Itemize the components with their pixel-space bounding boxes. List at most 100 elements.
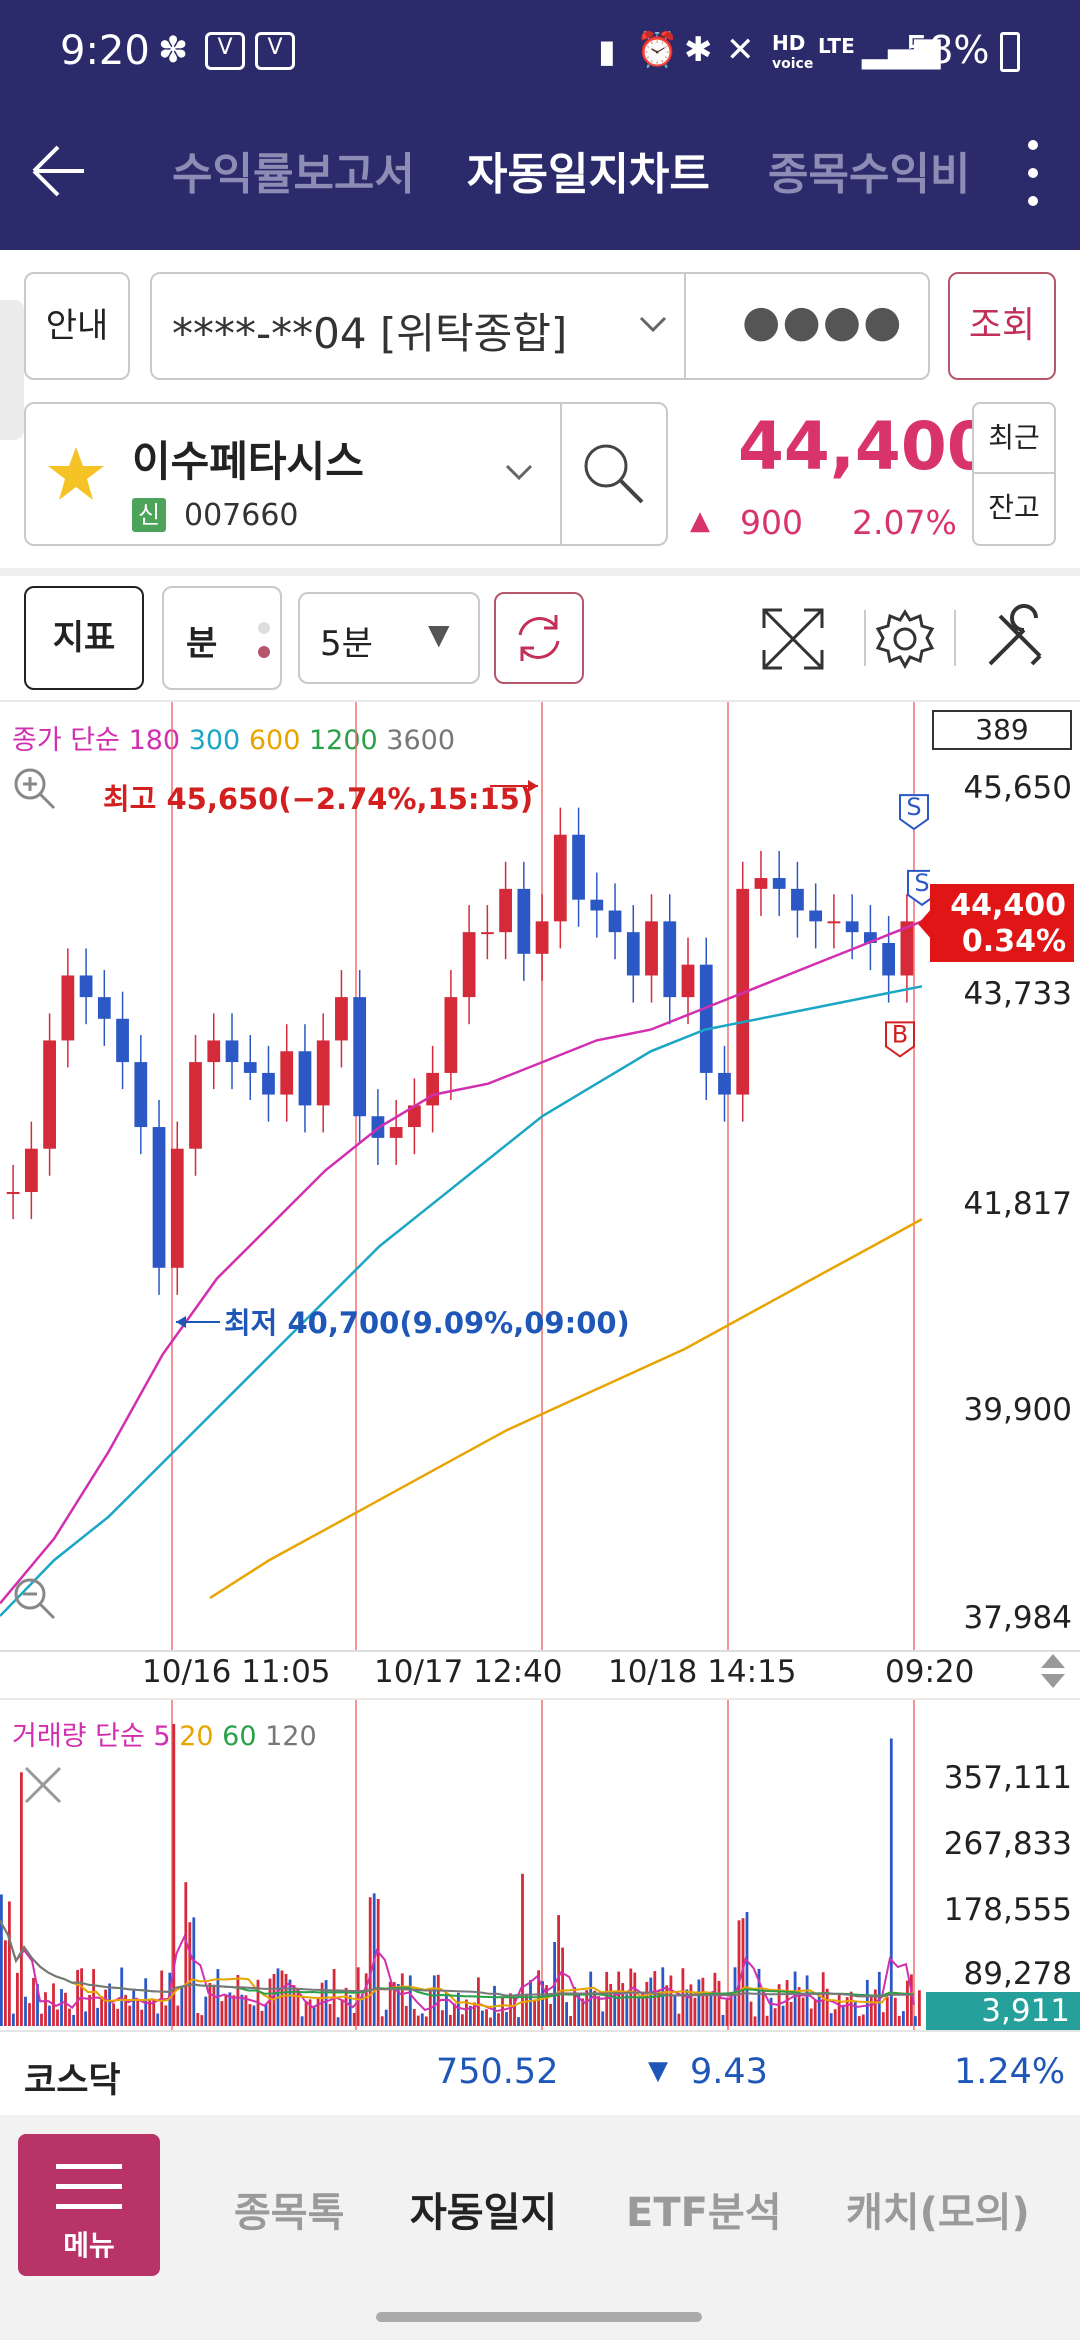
- volume-bar: [625, 1994, 629, 2026]
- candle-body: [152, 1127, 166, 1268]
- volume-bar: [396, 1984, 400, 2026]
- volume-bar: [348, 1995, 352, 2026]
- volume-bar: [665, 1985, 669, 2026]
- volume-bar: [252, 2005, 256, 2026]
- index-value: 750.52: [436, 2052, 559, 2092]
- price-chart-legend: 종가 단순 180 300 600 1200 3600: [12, 725, 456, 756]
- candle-body: [827, 921, 841, 924]
- volume-bar: [228, 1992, 232, 2026]
- volume-bar: [320, 1982, 324, 2026]
- up-triangle-icon: ▲: [690, 506, 710, 536]
- volume-bar: [897, 2015, 901, 2026]
- volume-bar: [561, 1947, 564, 2026]
- volume-y-tick: 178,555: [943, 1892, 1072, 1928]
- volume-bar: [188, 1922, 192, 2026]
- volume-chart-legend: 거래량 단순 5 20 60 120: [12, 1721, 317, 1752]
- volume-chart[interactable]: 거래량 단순 5 20 60 120 357,111 267,833 178,5…: [0, 1700, 1080, 2030]
- volume-bar: [717, 1980, 721, 2026]
- password-field[interactable]: ●●●●: [742, 296, 904, 347]
- volume-bar: [549, 2003, 552, 2026]
- volume-bar: [533, 2000, 536, 2026]
- back-arrow-icon[interactable]: [28, 140, 90, 202]
- candle-body: [189, 1062, 202, 1149]
- guide-button[interactable]: 안내: [24, 272, 130, 380]
- account-selector[interactable]: ****-**04 [위탁종합] ●●●●: [150, 272, 930, 380]
- dot-icon: [258, 622, 270, 634]
- resize-handle-icon[interactable]: [1038, 1654, 1068, 1692]
- price-change-pct: 2.07%: [852, 503, 957, 542]
- current-price: 44,400: [738, 408, 993, 485]
- volume-bar: [773, 2008, 777, 2026]
- zoom-out-icon[interactable]: [10, 1574, 60, 1624]
- volume-bar: [260, 2010, 264, 2026]
- indicator-button[interactable]: 지표: [24, 586, 144, 690]
- alarm-icon: ⏰: [636, 30, 679, 70]
- side-drawer-handle[interactable]: [0, 300, 24, 440]
- nav-stock-talk[interactable]: 종목톡: [234, 2190, 345, 2236]
- minute-button[interactable]: 분: [162, 586, 282, 690]
- volume-bar: [801, 1997, 805, 2026]
- volume-bar: [765, 2015, 769, 2026]
- nav-auto-journal[interactable]: 자동일지: [410, 2190, 558, 2236]
- market-index-bar[interactable]: 코스닥 750.52 ▼ 9.43 1.24%: [0, 2030, 1080, 2114]
- volume-bar: [268, 1978, 272, 2026]
- bluetooth-icon: ✱: [684, 30, 713, 70]
- volume-bar: [244, 1995, 248, 2026]
- high-annotation: 최고 45,650(−2.74%,15:15): [103, 782, 534, 816]
- tools-icon[interactable]: [980, 604, 1050, 674]
- status-bar: 9:20 ✽ V V ▮ ⏰ ✱ ✕ HD voice LTE ▂▄▆ 58%: [0, 0, 1080, 110]
- settings-gear-icon[interactable]: [870, 604, 940, 674]
- volume-bar: [521, 1873, 524, 2026]
- volume-bar: [248, 2004, 252, 2026]
- fullscreen-icon[interactable]: [758, 604, 828, 674]
- stock-code: 007660: [184, 498, 299, 533]
- volume-bar: [501, 1997, 504, 2026]
- close-icon[interactable]: [20, 1762, 66, 1808]
- bottom-navigation: [0, 2115, 1080, 2295]
- volume-bar: [785, 1980, 789, 2026]
- refresh-button[interactable]: [494, 592, 584, 684]
- battery-percent: 58%: [905, 28, 990, 72]
- recent-button[interactable]: 최근: [974, 404, 1054, 474]
- query-button[interactable]: 조회: [948, 272, 1056, 380]
- volume-bar: [649, 1977, 653, 2026]
- candle-body: [426, 1072, 440, 1106]
- volume-bar: [873, 1989, 877, 2026]
- balance-button[interactable]: 잔고: [988, 491, 1040, 524]
- dropdown-triangle-icon: ▼: [428, 618, 450, 651]
- menu-button[interactable]: 메뉴: [18, 2134, 160, 2276]
- volume-bar: [224, 1995, 228, 2026]
- volume-bar: [120, 1967, 124, 2026]
- volume-bar: [705, 1992, 709, 2026]
- volume-bar: [172, 1724, 176, 2026]
- price-chart[interactable]: 종가 단순 180 300 600 1200 3600 389 S S B 최고 4…: [0, 702, 1080, 1652]
- nav-catch-mock[interactable]: 캐치(모의): [846, 2190, 1030, 2236]
- stock-selector[interactable]: 이수페타시스 신 007660: [24, 402, 668, 546]
- volume-bar: [220, 2001, 224, 2026]
- tab-stock-return[interactable]: 종목수익비: [768, 149, 971, 200]
- down-triangle-icon: ▼: [648, 2056, 668, 2086]
- tab-auto-journal-chart[interactable]: 자동일지차트: [467, 149, 710, 200]
- volume-bar: [517, 2017, 520, 2026]
- candle-body: [772, 878, 786, 889]
- flower-icon: ✽: [158, 30, 189, 71]
- price-tag-pointer: [918, 908, 932, 940]
- zoom-in-icon[interactable]: [10, 764, 60, 814]
- favorite-star-icon[interactable]: [46, 444, 106, 504]
- volume-bar: [761, 1991, 765, 2026]
- volume-y-tick: 89,278: [963, 1956, 1072, 1992]
- nav-etf-analysis[interactable]: ETF분석: [626, 2190, 782, 2236]
- volume-bar: [469, 2005, 472, 2026]
- recent-balance-toggle[interactable]: 최근 잔고: [972, 402, 1056, 546]
- volume-bar: [36, 1984, 39, 2026]
- tab-return-report[interactable]: 수익률보고서: [172, 149, 415, 200]
- volume-bar: [805, 1975, 809, 2026]
- volume-bar: [104, 1989, 107, 2026]
- more-menu-icon[interactable]: [1026, 136, 1040, 206]
- volume-bar: [601, 2011, 605, 2026]
- interval-select[interactable]: 5분 ▼: [298, 592, 480, 684]
- home-gesture-bar[interactable]: [376, 2312, 702, 2322]
- menu-label: 메뉴: [63, 2229, 115, 2262]
- volume-bar: [597, 1996, 601, 2026]
- search-icon[interactable]: [580, 440, 646, 506]
